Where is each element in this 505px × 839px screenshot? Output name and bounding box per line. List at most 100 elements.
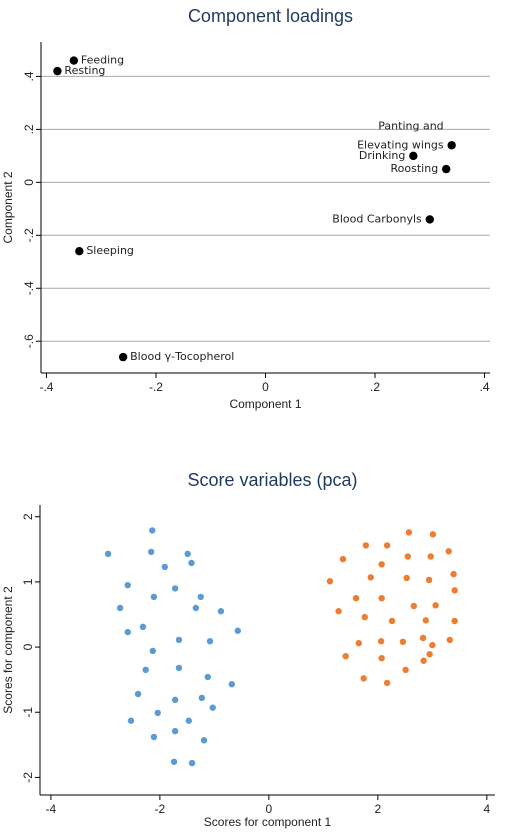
point <box>378 594 385 602</box>
point-label: Feeding <box>81 54 124 67</box>
y-tick-label: -.6 <box>22 334 36 348</box>
point <box>355 639 362 647</box>
point <box>352 594 360 602</box>
point <box>426 651 433 658</box>
y-tick-label: 2 <box>21 513 35 520</box>
point <box>184 550 191 558</box>
point <box>441 164 451 174</box>
point <box>200 737 208 744</box>
point <box>185 717 192 724</box>
point <box>377 638 385 645</box>
y-axis-title: Scores for component 2 <box>1 586 15 714</box>
point <box>383 542 391 549</box>
point-label: Blood Carbonyls <box>332 212 422 225</box>
point <box>450 570 457 578</box>
point <box>429 641 436 649</box>
y-tick-label: -.4 <box>22 281 36 295</box>
point <box>188 759 196 767</box>
x-tick-label: .4 <box>480 380 490 394</box>
x-tick-label: -.2 <box>149 380 163 394</box>
point <box>361 613 368 621</box>
x-tick-label: 0 <box>262 380 269 394</box>
point <box>134 690 142 698</box>
point <box>404 553 412 560</box>
point <box>149 527 156 534</box>
point <box>124 628 131 636</box>
x-axis-title: Component 1 <box>229 397 301 411</box>
point <box>69 56 79 65</box>
y-axis-title: Component 2 <box>1 171 15 243</box>
chart-title: Score variables (pca) <box>187 470 357 490</box>
point <box>445 548 452 555</box>
point <box>118 352 128 362</box>
x-tick-label: .2 <box>370 380 380 394</box>
point <box>170 758 178 765</box>
point-label: Drinking <box>359 149 405 162</box>
point <box>432 602 439 609</box>
point <box>427 553 434 560</box>
y-tick-label: 0 <box>21 643 35 650</box>
point <box>405 529 413 536</box>
point <box>197 593 204 601</box>
y-tick-label: .2 <box>22 124 36 134</box>
point-label: Roosting <box>391 162 439 175</box>
point <box>378 561 385 568</box>
x-tick-label: -4 <box>46 802 57 816</box>
point <box>425 576 433 584</box>
point <box>161 563 168 571</box>
point-label: Sleeping <box>86 244 134 257</box>
x-tick-label: 2 <box>375 802 382 816</box>
point <box>402 666 409 674</box>
point <box>171 727 179 735</box>
point <box>142 666 149 674</box>
point <box>422 617 429 624</box>
point <box>419 634 427 642</box>
point <box>188 559 195 567</box>
point <box>127 717 135 724</box>
point <box>175 636 183 644</box>
point-label: Panting and Elevating wings <box>357 119 444 151</box>
point <box>429 531 437 538</box>
x-tick-label: -2 <box>155 802 166 816</box>
point <box>342 652 349 660</box>
x-tick-label: 0 <box>266 802 273 816</box>
point-label: Resting <box>64 64 105 77</box>
point <box>451 587 458 594</box>
y-tick-label: -1 <box>21 707 35 718</box>
point <box>339 555 347 563</box>
point <box>198 694 206 702</box>
point <box>335 608 342 615</box>
x-tick-label: -.4 <box>39 380 53 394</box>
point <box>204 673 212 681</box>
y-tick-label: 0 <box>22 179 36 186</box>
point <box>228 681 236 688</box>
chart-title: Component loadings <box>188 6 353 26</box>
point <box>403 574 410 582</box>
point <box>360 675 367 682</box>
y-tick-label: -2 <box>21 772 35 783</box>
point <box>410 602 418 610</box>
point <box>171 696 179 704</box>
point <box>399 638 407 646</box>
point <box>409 151 418 161</box>
point <box>154 709 161 717</box>
point <box>149 647 156 655</box>
point <box>175 664 183 672</box>
point <box>451 617 458 625</box>
point <box>116 604 124 612</box>
point <box>446 636 453 644</box>
point <box>150 733 158 741</box>
y-tick-label: -.2 <box>22 228 36 242</box>
point <box>150 593 158 601</box>
point <box>383 679 391 687</box>
point <box>234 627 242 634</box>
point <box>378 654 385 662</box>
point <box>420 657 427 664</box>
point <box>209 704 216 711</box>
y-tick-label: 1 <box>21 578 35 585</box>
point <box>171 585 179 592</box>
x-tick-label: 4 <box>483 802 490 816</box>
point <box>124 581 131 589</box>
